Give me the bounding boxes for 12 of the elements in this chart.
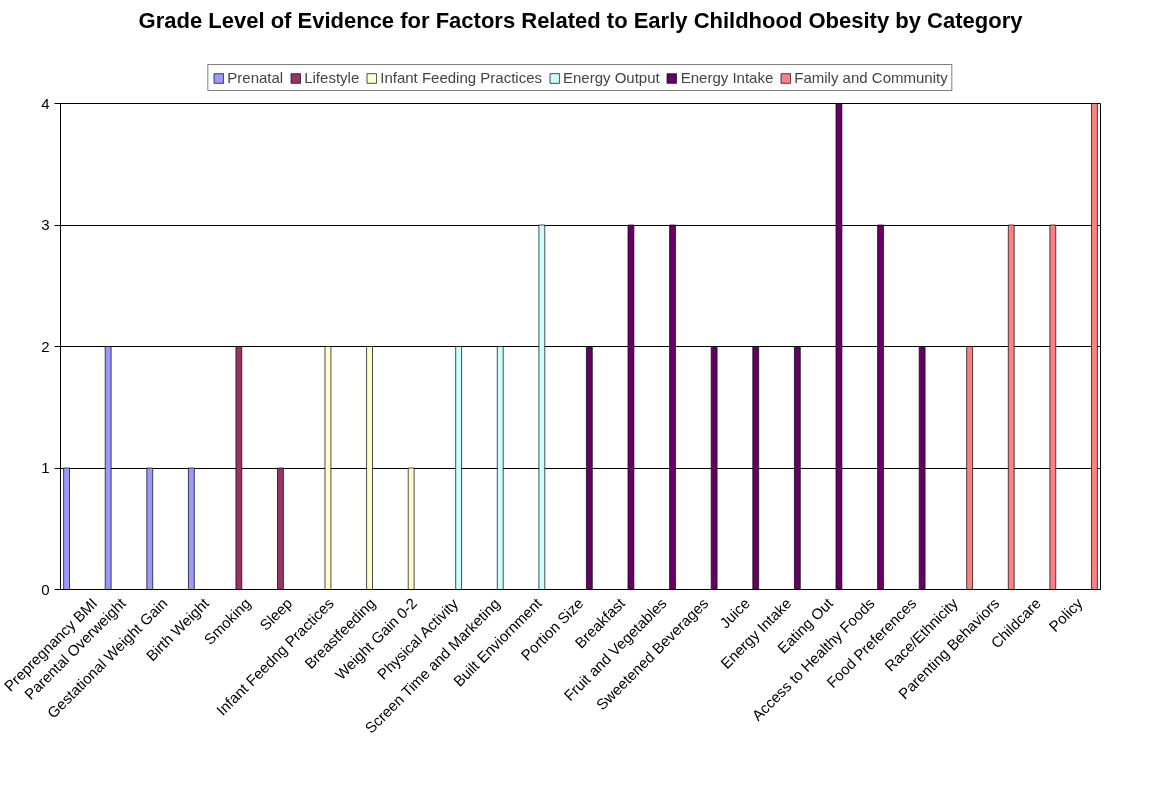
legend-label: Family and Community — [794, 69, 948, 86]
chart-title: Grade Level of Evidence for Factors Related to Early Childhood Obesity by Category — [138, 7, 1024, 33]
legend-label: Energy Output — [562, 69, 660, 86]
legend-label: Lifestyle — [304, 69, 360, 86]
y-tick-label: 4 — [41, 94, 50, 112]
legend-label: Prenatal — [227, 69, 284, 86]
legend-label: Infant Feeding Practices — [380, 69, 542, 86]
y-tick-label: 3 — [41, 216, 50, 233]
y-tick-label: 0 — [41, 580, 50, 598]
y-tick-label: 2 — [41, 337, 50, 355]
y-tick-label: 1 — [41, 459, 50, 476]
legend-label: Energy Intake — [680, 69, 774, 86]
